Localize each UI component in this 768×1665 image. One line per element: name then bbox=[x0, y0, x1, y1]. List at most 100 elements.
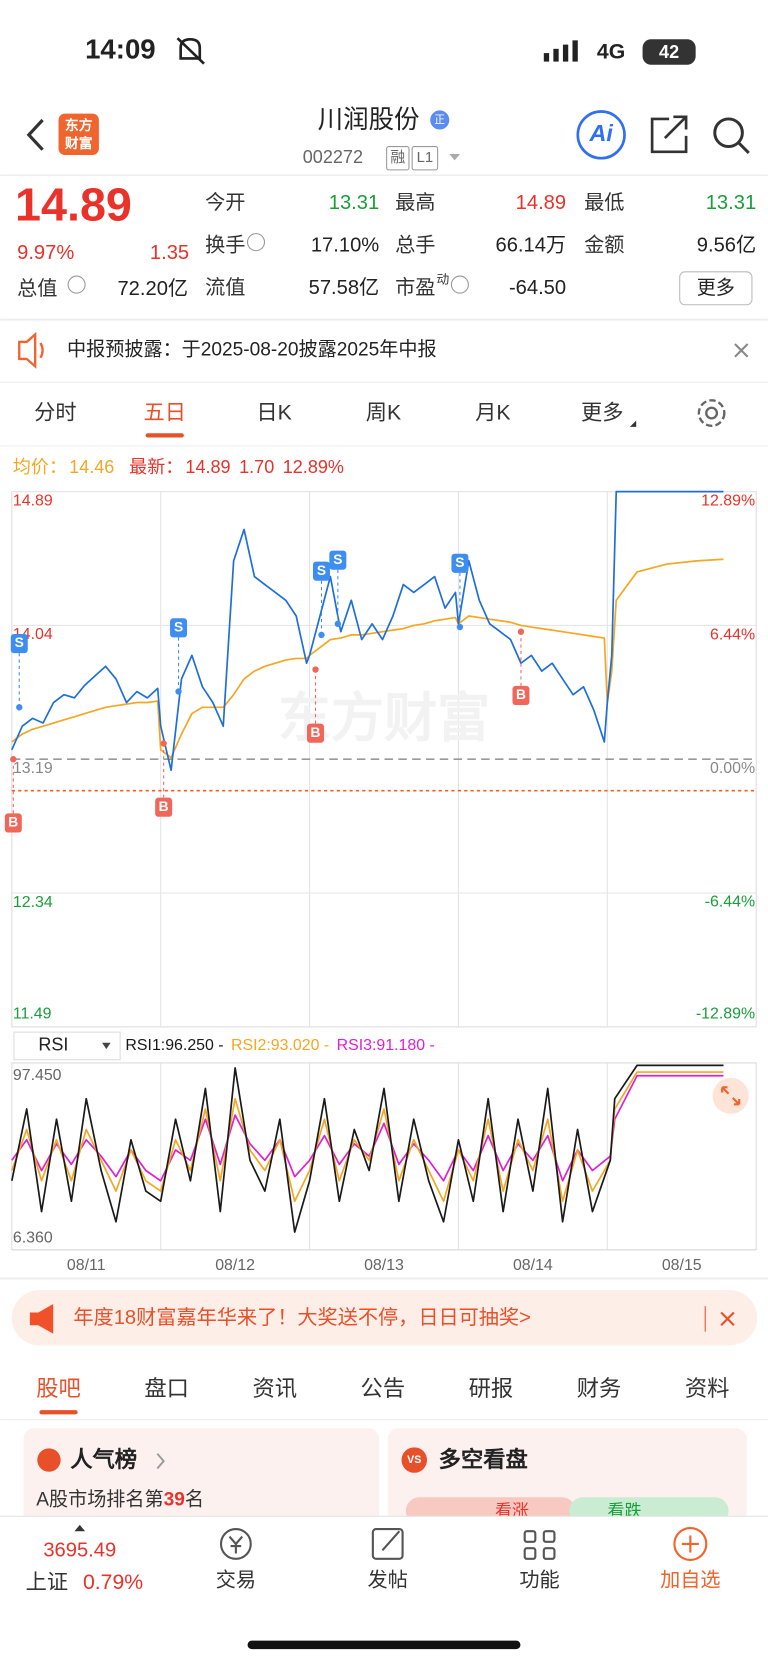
annotation-label: S bbox=[317, 563, 326, 578]
annotation-badge bbox=[512, 685, 530, 706]
stat-value: 66.14万 bbox=[496, 235, 567, 257]
info-icon[interactable] bbox=[450, 275, 469, 294]
indicator-selector[interactable] bbox=[13, 1031, 121, 1061]
section-tab[interactable]: 资料 bbox=[685, 1376, 730, 1401]
nav-label[interactable]: 功能 bbox=[519, 1568, 559, 1591]
tab[interactable]: 月K bbox=[475, 402, 510, 425]
mute-icon bbox=[176, 37, 205, 65]
nav-icons bbox=[219, 1526, 708, 1561]
nav-label[interactable]: 加自选 bbox=[660, 1568, 720, 1591]
more-button[interactable] bbox=[679, 271, 753, 306]
stat-label: 流值 bbox=[205, 276, 245, 299]
rank-suffix: 名 bbox=[185, 1488, 204, 1510]
y2-tick-label: 0.00% bbox=[710, 760, 755, 777]
annotation-badge bbox=[155, 797, 173, 817]
settings-icon[interactable] bbox=[697, 399, 726, 427]
stat-label: 总值 bbox=[17, 277, 57, 300]
info-icon[interactable] bbox=[67, 275, 86, 294]
back-button[interactable] bbox=[26, 118, 44, 151]
stat-value: 72.20亿 bbox=[117, 277, 188, 300]
ai-button[interactable] bbox=[576, 110, 626, 160]
legend-entry: RSI2:93.020 - bbox=[231, 1037, 329, 1054]
stat-label: 最低 bbox=[584, 191, 624, 214]
annotation-label: B bbox=[8, 815, 18, 830]
nav-label[interactable]: 交易 bbox=[216, 1568, 256, 1591]
legend-text: 最新： bbox=[129, 457, 183, 477]
search-button[interactable] bbox=[713, 117, 750, 154]
tab[interactable]: 日K bbox=[256, 402, 291, 425]
section-tab[interactable]: 股吧 bbox=[36, 1376, 81, 1401]
annotation-badge bbox=[10, 634, 28, 654]
dropdown-icon[interactable] bbox=[449, 153, 460, 161]
battery-icon bbox=[642, 39, 696, 65]
tab[interactable]: 周K bbox=[366, 402, 401, 425]
more-text: 更多 bbox=[697, 277, 735, 299]
annotation-point bbox=[517, 628, 525, 635]
home-indicator bbox=[247, 1640, 521, 1650]
section-tab[interactable]: 公告 bbox=[361, 1376, 406, 1401]
tabs: 分时 五日 日K 周K 月K 更多 bbox=[34, 401, 637, 438]
section-tab[interactable]: 研报 bbox=[469, 1376, 514, 1401]
ai-text: Ai bbox=[588, 120, 613, 146]
popularity-card[interactable] bbox=[23, 1428, 380, 1530]
rank: 39 bbox=[164, 1489, 185, 1510]
tab[interactable]: 五日 bbox=[143, 402, 185, 425]
annotation-point bbox=[334, 620, 342, 628]
section-tab[interactable]: 盘口 bbox=[144, 1376, 189, 1401]
nav-label[interactable]: 发帖 bbox=[368, 1568, 408, 1591]
tab[interactable]: 更多 bbox=[581, 401, 623, 425]
divider bbox=[0, 318, 768, 321]
tag: 融 bbox=[390, 149, 405, 166]
battery-level: 42 bbox=[659, 42, 679, 62]
rank-text: A股市场排名第39名 bbox=[36, 1488, 204, 1510]
series-line bbox=[11, 1074, 724, 1182]
info-icon[interactable] bbox=[246, 233, 266, 252]
tab-underline bbox=[39, 1410, 78, 1415]
annotation-label: B bbox=[516, 687, 526, 702]
legend-text: 12.89% bbox=[283, 457, 344, 477]
annotation-point bbox=[456, 623, 464, 631]
close-button[interactable] bbox=[734, 343, 749, 358]
series-line bbox=[11, 558, 724, 759]
expand-icon[interactable] bbox=[712, 1077, 749, 1114]
stat-label: 换手 bbox=[205, 234, 245, 257]
annotation-point bbox=[160, 740, 167, 747]
x-tick-label: 08/15 bbox=[662, 1257, 702, 1274]
stat-label: 市盈 bbox=[395, 276, 435, 299]
index-value[interactable]: 3695.49 bbox=[43, 1540, 116, 1562]
y-tick-label: 14.89 bbox=[13, 492, 53, 509]
stat-label: 最高 bbox=[395, 191, 435, 214]
tab[interactable]: 分时 bbox=[34, 401, 76, 425]
annotation-label: B bbox=[159, 799, 169, 814]
selector-arrow bbox=[102, 1042, 111, 1050]
section-tab[interactable]: 财务 bbox=[577, 1376, 622, 1401]
card-title: 多空看盘 bbox=[439, 1446, 528, 1472]
stat-value: 9.56亿 bbox=[697, 234, 756, 257]
tab-dropdown bbox=[629, 420, 637, 427]
stats: 今开 13.31 最高 14.89 最低 13.31 换手 17.10% 总手 66.14万 金额 9… bbox=[205, 191, 756, 299]
stat-value: 13.31 bbox=[329, 192, 379, 214]
share-button[interactable] bbox=[650, 115, 688, 154]
chevron bbox=[156, 1453, 165, 1470]
annotation-label: S bbox=[455, 555, 464, 570]
y2-tick-label: 12.89% bbox=[701, 492, 755, 509]
annotation-badge bbox=[307, 723, 325, 743]
annotation-badge bbox=[4, 813, 22, 833]
badge-text: 正 bbox=[434, 114, 445, 126]
section-tab[interactable]: 资讯 bbox=[252, 1376, 297, 1401]
signal-icon bbox=[543, 40, 578, 62]
annotation-point bbox=[318, 631, 325, 639]
close-button[interactable] bbox=[720, 1311, 735, 1326]
legend-text: 14.89 bbox=[185, 457, 230, 477]
stat-label: 总手 bbox=[395, 234, 435, 257]
network: 4G bbox=[597, 41, 625, 64]
tag: L1 bbox=[417, 150, 434, 166]
index-change: 0.79% bbox=[83, 1571, 143, 1594]
stat-value: 14.89 bbox=[516, 192, 566, 214]
notice-text: 中报预披露：于2025-08-20披露2025年中报 bbox=[67, 338, 437, 360]
y-tick-label: 6.360 bbox=[13, 1229, 53, 1246]
banner[interactable] bbox=[11, 1290, 758, 1346]
annotation-label: S bbox=[174, 619, 183, 634]
